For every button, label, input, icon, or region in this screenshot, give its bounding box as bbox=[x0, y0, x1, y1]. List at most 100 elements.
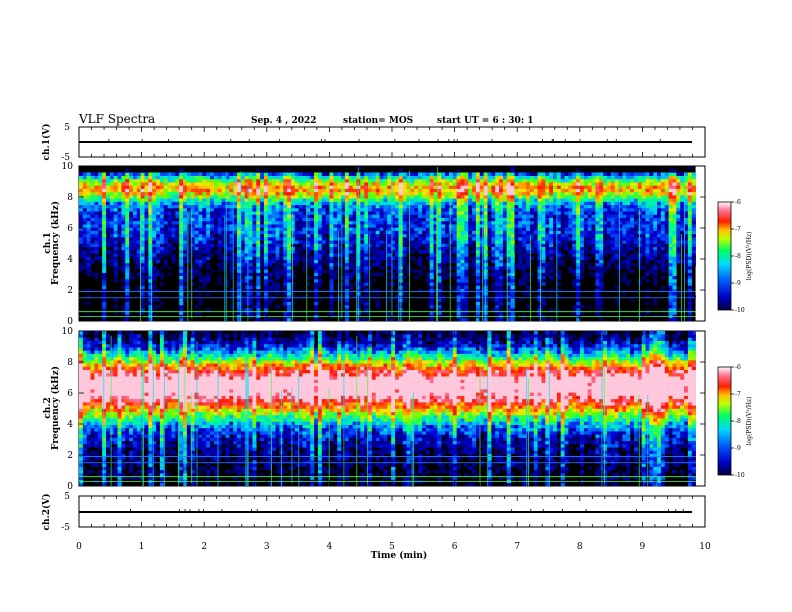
ch1-spectrogram-cell bbox=[395, 298, 400, 302]
ch1-spectrogram-cell bbox=[448, 188, 454, 193]
ch1-spectrogram-cell bbox=[333, 272, 338, 277]
ch1-spectrogram-cell bbox=[113, 211, 118, 215]
ch1-spectrogram-cell bbox=[156, 175, 161, 180]
ch1-spectrogram-cell bbox=[379, 207, 384, 212]
ch1-spectrogram-cell bbox=[352, 207, 357, 212]
ch1-spectrogram-cell bbox=[510, 198, 515, 202]
ch1-spectrogram-cell bbox=[541, 182, 546, 186]
ch1-spectrogram-cell bbox=[506, 285, 511, 290]
ch1-spectrogram-cell bbox=[491, 237, 496, 241]
ch1-spectrogram-cell bbox=[186, 175, 192, 180]
ch1-spectrogram-cell bbox=[560, 175, 565, 180]
ch1-spectrogram-cell bbox=[529, 243, 535, 248]
ch1-spectrogram-cell bbox=[414, 207, 419, 212]
ch1-spectrogram-cell bbox=[275, 214, 280, 218]
ch1-spectrogram-cell bbox=[148, 195, 153, 199]
ch1-spectrogram-cell bbox=[244, 259, 249, 264]
ch1-spectrogram-cell bbox=[595, 195, 600, 199]
ch1-spectrogram-cell bbox=[225, 230, 230, 235]
ch1-spectrogram-cell bbox=[321, 201, 326, 206]
ch1-spectrogram-cell bbox=[163, 172, 168, 176]
ch1-spectrogram-cell bbox=[491, 172, 496, 176]
ch1-spectrogram-cell bbox=[132, 191, 138, 196]
ch1-spectrogram-cell bbox=[452, 272, 457, 277]
ch1-spectrogram-cell bbox=[159, 237, 165, 241]
ch1-spectrogram-cell bbox=[240, 279, 246, 283]
ch1-spectrogram-cell bbox=[290, 207, 296, 212]
ch1-spectrogram-cell bbox=[437, 214, 442, 218]
ch1-spectrogram-cell bbox=[499, 243, 504, 248]
ch1-spectrogram-cell bbox=[306, 249, 311, 254]
ch1-spectrogram-cell bbox=[364, 266, 369, 270]
ch1-spectrogram-cell bbox=[98, 224, 103, 228]
ch1-spectrogram-cell bbox=[82, 237, 87, 241]
ch1-spectrogram-cell bbox=[321, 233, 326, 238]
ch1-spectrogram-cell bbox=[491, 285, 496, 290]
ch1-spectrogram-cell bbox=[117, 182, 122, 186]
ch1-spectrogram-cell bbox=[406, 233, 411, 238]
ch1-spectrogram-cell bbox=[263, 266, 269, 270]
ch1-spectrogram-cell bbox=[310, 214, 315, 218]
ch1-spectrogram-cell bbox=[256, 304, 261, 309]
ch1-spectrogram-cell bbox=[86, 295, 91, 299]
ch1-spectrogram-cell bbox=[595, 204, 600, 209]
ch1-spectrogram-cell bbox=[275, 224, 280, 228]
ch1-spectrogram-cell bbox=[217, 224, 222, 228]
ch1-spectrogram-cell bbox=[344, 237, 350, 241]
ch1-spectrogram-cell bbox=[580, 269, 585, 273]
ch1-spectrogram-cell bbox=[537, 207, 542, 212]
ch1-spectrogram-cell bbox=[248, 175, 253, 180]
ch1-spectrogram-cell bbox=[429, 253, 434, 257]
ch1-spectrogram-cell bbox=[94, 204, 99, 209]
ch1-spectrogram-cell bbox=[441, 185, 446, 189]
ch1-spectrogram-cell bbox=[121, 175, 126, 180]
ch1-spectrogram-cell bbox=[468, 224, 473, 228]
ch1-spectrogram-cell bbox=[152, 182, 157, 186]
ch1-spectrogram-cell bbox=[310, 224, 315, 228]
ch1-spectrogram-cell bbox=[279, 182, 284, 186]
ch1-spectrogram-cell bbox=[487, 198, 492, 202]
ch1-spectrogram-cell bbox=[599, 240, 604, 244]
ch1-spectrogram-cell bbox=[314, 185, 319, 189]
ch1-spectrogram-cell bbox=[117, 207, 122, 212]
ch1-spectrogram-cell bbox=[460, 175, 465, 180]
ch1-spectrogram-cell bbox=[252, 211, 257, 215]
ch1-spectrogram-cell bbox=[183, 220, 188, 225]
ch1-spectrogram-cell bbox=[163, 220, 168, 225]
ch1-spectrogram-cell bbox=[433, 188, 438, 193]
ch1-spectrogram-cell bbox=[321, 188, 326, 193]
ch1-spectrogram-cell bbox=[556, 175, 562, 180]
ch1-spectrogram-cell bbox=[541, 240, 546, 244]
ch1-spectrogram-cell bbox=[371, 253, 377, 257]
ch1-spectrogram-cell bbox=[140, 233, 145, 238]
ch1-spectrogram-cell bbox=[472, 237, 477, 241]
ch1-spectrogram-cell bbox=[537, 178, 542, 183]
ch1-spectrogram-cell bbox=[553, 249, 558, 254]
ch1-spectrogram-cell bbox=[321, 246, 326, 251]
ch1-spectrogram-cell bbox=[371, 227, 377, 231]
ch1-spectrogram-cell bbox=[148, 249, 153, 254]
ch1-spectrogram-cell bbox=[206, 262, 211, 267]
ch1-spectrogram-cell bbox=[283, 214, 288, 218]
ch1-spectrogram-cell bbox=[329, 224, 334, 228]
ch1-spectrogram-cell bbox=[102, 275, 107, 280]
ch1-spectrogram-cell bbox=[514, 191, 519, 196]
ch1-spectrogram-cell bbox=[117, 240, 122, 244]
ch1-spectrogram-cell bbox=[375, 259, 380, 264]
ch1-spectrogram-cell bbox=[599, 188, 604, 193]
ch1-spectrogram-cell bbox=[252, 178, 257, 183]
ch1-spectrogram-cell bbox=[283, 188, 288, 193]
ch1-spectrogram-cell bbox=[225, 182, 230, 186]
ch1-spectrogram-cell bbox=[210, 246, 215, 251]
ch1-spectrogram-cell bbox=[167, 240, 172, 244]
ch1-spectrogram-cell bbox=[148, 256, 153, 260]
ch1-spectrogram-cell bbox=[456, 253, 461, 257]
ch1-spectrogram-cell bbox=[90, 188, 95, 193]
ch1-spectrogram-cell bbox=[580, 253, 585, 257]
ch1-spectrogram-cell bbox=[317, 175, 323, 180]
ch1-spectrogram-cell bbox=[383, 217, 388, 222]
ch1-spectrogram-cell bbox=[572, 304, 577, 309]
ch1-spectrogram-cell bbox=[321, 182, 326, 186]
ch1-spectrogram-cell bbox=[526, 237, 531, 241]
ch1-spectrogram-cell bbox=[105, 243, 111, 248]
